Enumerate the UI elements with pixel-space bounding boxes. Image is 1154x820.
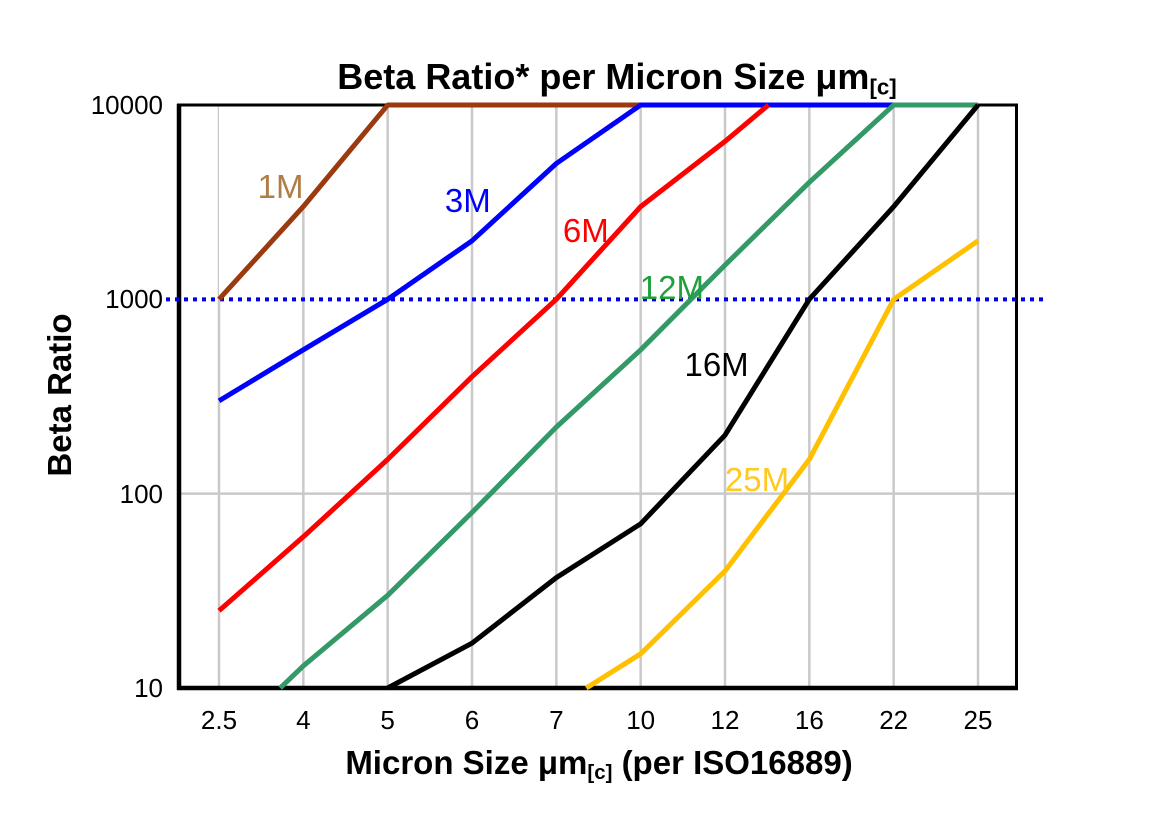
series-line-3M [217,102,894,404]
x-tick-6: 6 [464,705,480,735]
x-tick-12: 12 [710,705,740,735]
x-tick-16: 16 [794,705,824,735]
x-tick-22: 22 [879,705,909,735]
series-label-25M: 25M [724,460,790,498]
chart-title: Beta Ratio* per Micron Size μm[c] [337,56,896,101]
x-tick-7: 7 [549,705,564,735]
series-label-3M: 3M [444,182,491,220]
x-axis-title-unit: μm [537,744,588,781]
x-tick-4: 4 [296,705,311,735]
series-line-25M [584,238,980,691]
series-line-6M [217,103,771,613]
y-tick-100: 100 [119,478,163,509]
y-tick-1000: 1000 [105,284,163,315]
x-axis-title: Micron Size μm[c] (per ISO16889) [345,744,852,785]
series-label-6M: 6M [562,211,609,249]
chart-title-text: Beta Ratio* per Micron Size [337,56,816,97]
series-label-12M: 12M [639,269,704,307]
series-label-16M: 16M [684,345,749,383]
y-tick-10: 10 [134,673,163,703]
y-tick-10000: 10000 [90,90,163,120]
series-label-1M: 1M [257,167,304,205]
y-axis-title: Beta Ratio [41,313,78,477]
x-axis-title-suffix: (per ISO16889) [612,744,853,781]
chart-title-subscript: [c] [869,74,897,100]
x-axis-title-text: Micron Size [345,744,538,781]
chart-title-unit: μm [815,56,870,97]
x-tick-10: 10 [626,705,656,735]
x-tick-2.5: 2.5 [200,705,238,735]
series-line-12M [278,102,978,690]
x-tick-25: 25 [963,705,993,735]
x-axis-title-subscript: [c] [587,761,613,785]
series-line-1M [217,102,641,301]
x-tick-5: 5 [380,705,395,735]
series-line-16M [386,103,980,691]
